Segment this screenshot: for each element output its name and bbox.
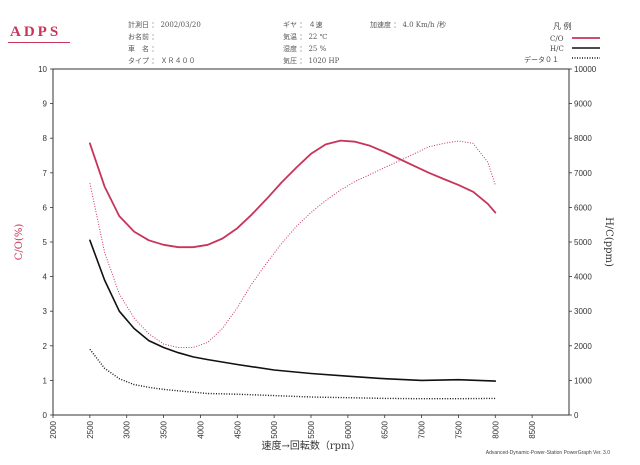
acceleration-info: 加速度 ： 4.0 Km/h /秒	[370, 21, 447, 29]
x-tick-label: 4500	[233, 420, 242, 438]
x-tick-label: 2500	[86, 420, 95, 438]
gear-info: ギヤ ： ４速	[283, 21, 323, 29]
y-right-tick-label: 9000	[574, 100, 592, 109]
x-tick-label: 3500	[160, 420, 169, 438]
legend-item-co: C/O	[550, 35, 564, 43]
vehicle-name: 車 名 ：	[128, 45, 159, 53]
y-right-tick-label: 0	[574, 411, 579, 420]
co-series-line	[89, 139, 497, 249]
plot-frame	[52, 68, 570, 416]
app-logo: ADPS	[10, 24, 62, 40]
y-left-tick-label: 5	[43, 238, 48, 247]
legend-item-data01: データ０１	[524, 56, 559, 64]
temperature-info: 気温 ： 22 ℃	[283, 33, 328, 41]
vehicle-type: タイプ ： ＸＲ４００	[128, 57, 196, 65]
x-tick-label: 6000	[344, 420, 353, 438]
y-left-tick-label: 10	[38, 65, 47, 74]
x-tick-label: 4000	[196, 420, 205, 438]
y-left-tick-label: 8	[43, 134, 48, 143]
x-tick-label: 5000	[270, 420, 279, 438]
y-right-tick-label: 1000	[574, 376, 592, 385]
x-tick-label: 8000	[491, 420, 500, 438]
x-tick-label: 6500	[381, 420, 390, 438]
y-right-tick-label: 6000	[574, 203, 592, 212]
y-left-tick-label: 0	[43, 411, 48, 420]
y-right-tick-label: 4000	[574, 273, 592, 282]
y-left-tick-label: 7	[43, 169, 48, 178]
x-tick-label: 8500	[528, 420, 537, 438]
x-tick-label: 7500	[454, 420, 463, 438]
y-axis-left-title: C/O(%)	[14, 224, 25, 261]
measure-date: 計測日 ： 2002/03/20	[128, 21, 201, 29]
co-dotted-series-line	[89, 140, 496, 348]
y-right-tick-label: 5000	[574, 238, 592, 247]
y-left-tick-label: 9	[43, 100, 48, 109]
logo-underline	[8, 42, 70, 43]
customer-name: お名前 ：	[128, 33, 159, 41]
y-right-tick-label: 3000	[574, 307, 592, 316]
legend-item-hc: H/C	[550, 45, 564, 53]
legend-title: 凡 例	[553, 22, 572, 31]
y-axis-right-title: H/C(ppm)	[603, 217, 614, 267]
y-left-tick-label: 6	[43, 203, 48, 212]
y-right-tick-label: 8000	[574, 134, 592, 143]
x-tick-label: 5500	[307, 420, 316, 438]
y-left-tick-label: 3	[43, 307, 48, 316]
x-tick-label: 3000	[123, 420, 132, 438]
x-tick-label: 7000	[418, 420, 427, 438]
humidity-info: 湿度 ： 25 %	[283, 45, 327, 53]
y-left-tick-label: 4	[43, 273, 48, 282]
y-right-tick-label: 2000	[574, 342, 592, 351]
data01-series-line	[89, 348, 496, 400]
hc-series-line	[89, 239, 497, 382]
x-tick-label: 2000	[49, 420, 58, 438]
y-left-tick-label: 1	[43, 376, 48, 385]
footer-version: Advanced-Dynamic-Power-Station PowerGrap…	[485, 450, 610, 456]
x-axis-title: 速度→回転数（rpm）	[261, 439, 360, 452]
y-left-tick-label: 2	[43, 342, 48, 351]
y-right-tick-label: 7000	[574, 169, 592, 178]
pressure-info: 気圧 ： 1020 HP	[283, 57, 340, 65]
y-right-tick-label: 10000	[574, 65, 597, 74]
